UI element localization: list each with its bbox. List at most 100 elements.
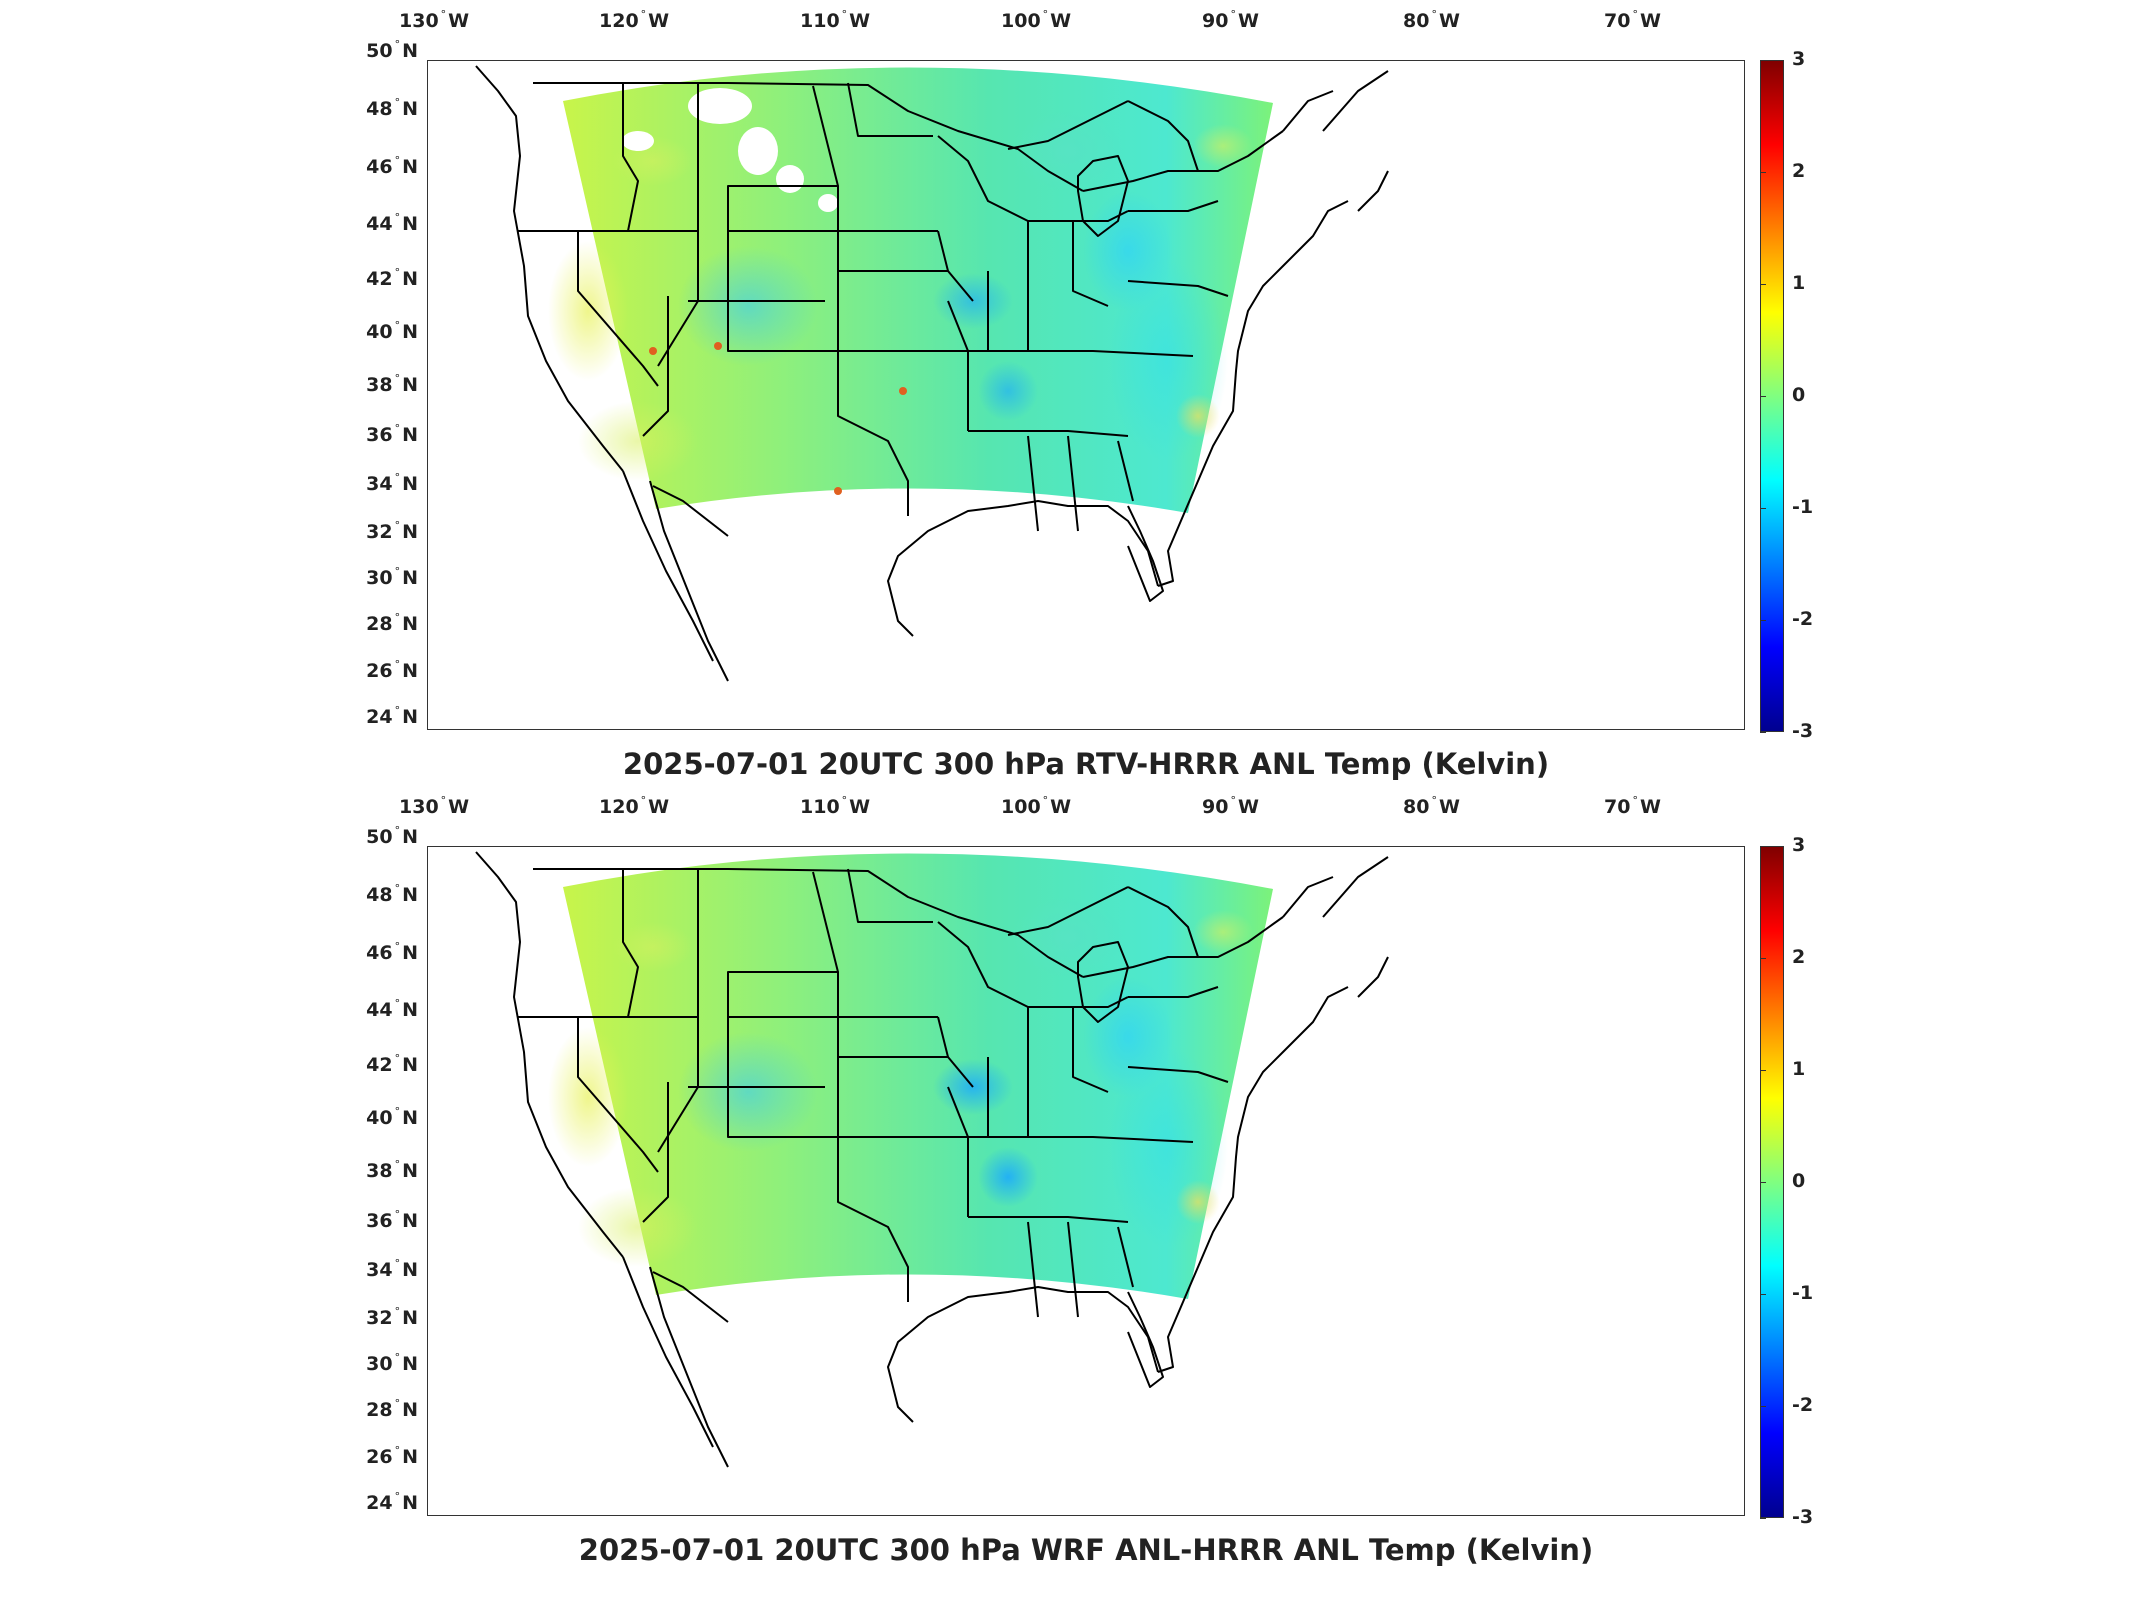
nova-scotia-outline: [1322, 856, 1389, 918]
boundary-line: [968, 430, 1129, 437]
boundary-line: [937, 1016, 949, 1058]
missing-data-patch: [738, 127, 778, 175]
michigan-outline: [1077, 941, 1129, 1023]
boundary-line: [937, 230, 949, 272]
colorbar-tick-label: 0: [1792, 1170, 1806, 1192]
boundary-line: [1282, 90, 1334, 132]
longitude-tick-label: 100 ° W: [1001, 794, 1072, 818]
colorbar-tick: [1760, 396, 1766, 397]
latitude-tick-label: 40 ° N: [366, 319, 418, 343]
boundary-line: [577, 1017, 659, 1173]
boundary-line: [1007, 100, 1129, 150]
missing-data-patch: [776, 165, 804, 193]
longitude-tick-label: 120 ° W: [599, 8, 670, 32]
colorbar-tick: [1760, 1294, 1766, 1295]
latitude-tick-label: 44 ° N: [366, 211, 418, 235]
colorbar-tick-label: -2: [1792, 1394, 1814, 1416]
warm-spot: [899, 387, 907, 395]
colorbar-tick: [1760, 60, 1766, 61]
latitude-tick-label: 38 ° N: [366, 1158, 418, 1182]
colorbar-tick-label: -1: [1792, 496, 1814, 518]
latitude-tick-label: 42 ° N: [366, 1052, 418, 1076]
colorbar-tick: [1760, 508, 1766, 509]
boundary-line: [727, 231, 839, 352]
boundary-line: [847, 82, 933, 137]
map-svg-top: [475, 65, 1389, 682]
boundary-line: [652, 485, 729, 537]
boundary-line: [937, 921, 1029, 1008]
boundary-line: [968, 350, 1194, 357]
colorbar-tick: [1760, 1070, 1766, 1071]
colorbar-tick-label: -1: [1792, 1282, 1814, 1304]
latitude-tick-label: 48 ° N: [366, 882, 418, 906]
latitude-tick-label: 26 ° N: [366, 1444, 418, 1468]
latitude-tick-label: 30 ° N: [366, 565, 418, 589]
boundaries: [475, 851, 1389, 1468]
anomaly-blob: [1013, 897, 1123, 977]
colorbar-tick: [1760, 846, 1766, 847]
anomaly-blob: [578, 401, 698, 481]
boundary-line: [847, 868, 933, 923]
boundary-line: [1157, 200, 1349, 587]
colorbar-tick: [1760, 1182, 1766, 1183]
anomaly-blob: [1176, 394, 1220, 438]
anomaly-blob: [1193, 124, 1253, 168]
boundary-line: [1128, 986, 1219, 998]
anomaly-blob: [1013, 111, 1123, 191]
boundary-line: [937, 135, 1029, 222]
colorbar-tick-label: -3: [1792, 1506, 1814, 1528]
nova-scotia-outline: [1322, 70, 1389, 132]
boundary-line: [577, 231, 659, 387]
coast-fragment: [1357, 170, 1389, 212]
boundaries: [475, 65, 1389, 682]
latitude-tick-label: 40 ° N: [366, 1105, 418, 1129]
latitude-tick-label: 38 ° N: [366, 372, 418, 396]
florida-outline: [1127, 505, 1164, 602]
missing-data-patch: [818, 194, 838, 212]
boundary-line: [837, 351, 909, 516]
boundary-line: [1127, 100, 1199, 172]
boundary-line: [947, 1086, 969, 1138]
colorbar-tick: [1760, 620, 1766, 621]
boundary-line: [642, 1082, 669, 1223]
boundary-line: [649, 1266, 729, 1468]
boundary-line: [1082, 130, 1284, 192]
colorbar-tick-label: 2: [1792, 946, 1806, 968]
anomaly-blob: [548, 241, 628, 381]
longitude-tick-label: 110 ° W: [800, 794, 871, 818]
latitude-tick-label: 30 ° N: [366, 1351, 418, 1375]
latitude-tick-label: 34 ° N: [366, 1257, 418, 1281]
boundary-line: [622, 1256, 714, 1448]
coast-fragment: [1357, 956, 1389, 998]
warm-spot: [834, 487, 842, 495]
boundary-line: [812, 871, 839, 973]
latitude-tick-label: 34 ° N: [366, 471, 418, 495]
boundary-line: [887, 500, 1159, 637]
boundary-line: [1067, 1221, 1079, 1318]
boundary-line: [1117, 440, 1134, 502]
boundary-line: [1127, 280, 1229, 297]
boundary-line: [968, 1136, 1194, 1143]
latitude-tick-label: 48 ° N: [366, 96, 418, 120]
colorbar-tick: [1760, 1406, 1766, 1407]
colorbar-tick-label: -3: [1792, 720, 1814, 742]
colorbar-tick: [1760, 732, 1766, 733]
anomaly-blob: [978, 1147, 1038, 1207]
latitude-tick-label: 46 ° N: [366, 154, 418, 178]
latitude-tick-label: 42 ° N: [366, 266, 418, 290]
latitude-tick-label: 28 ° N: [366, 1397, 418, 1421]
map-frame: [427, 846, 1745, 1516]
boundary-line: [812, 85, 839, 187]
colorbar-tick: [1760, 958, 1766, 959]
panel-title: 2025-07-01 20UTC 300 hPa RTV-HRRR ANL Te…: [622, 747, 1550, 781]
colorbar-tick: [1760, 284, 1766, 285]
boundary-line: [649, 480, 729, 682]
panel-bottom: 130 ° W 120 ° W 110 ° W 100 ° W 90 ° W 80 ° W 70 ° W 50 ° N 48 °…: [0, 786, 2133, 1576]
boundary-line: [475, 851, 624, 1258]
boundary-line: [1282, 876, 1334, 918]
boundary-line: [1067, 435, 1079, 532]
latitude-tick-label: 50 ° N: [366, 824, 418, 848]
anomaly-blob: [578, 1187, 698, 1267]
colorbar-tick: [1760, 1518, 1766, 1519]
boundary-line: [947, 300, 969, 352]
